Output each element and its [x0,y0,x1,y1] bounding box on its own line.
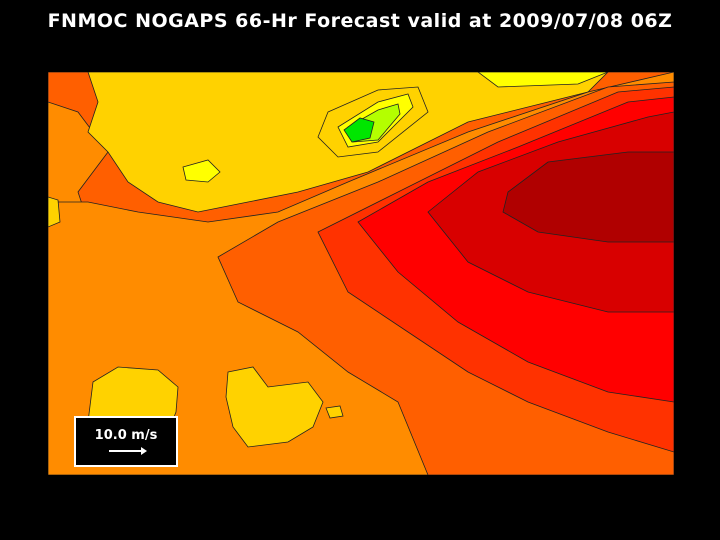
vector-scale-legend: 10.0 m/s [74,416,178,467]
yellow-spot-west [182,159,221,183]
yellow-region-north [477,72,609,88]
vector-reference-arrow-icon [109,447,147,455]
gold-spot-west-edge [48,196,61,228]
green-region [343,117,375,143]
map-title: FNMOC NOGAPS 66-Hr Forecast valid at 200… [47,10,673,32]
gold-spot-south [325,405,344,419]
legend-label: 10.0 m/s [94,428,158,443]
gold-region-south [225,366,324,448]
darkest-red-region [502,151,674,243]
wind-speed-contour-map [48,72,674,475]
